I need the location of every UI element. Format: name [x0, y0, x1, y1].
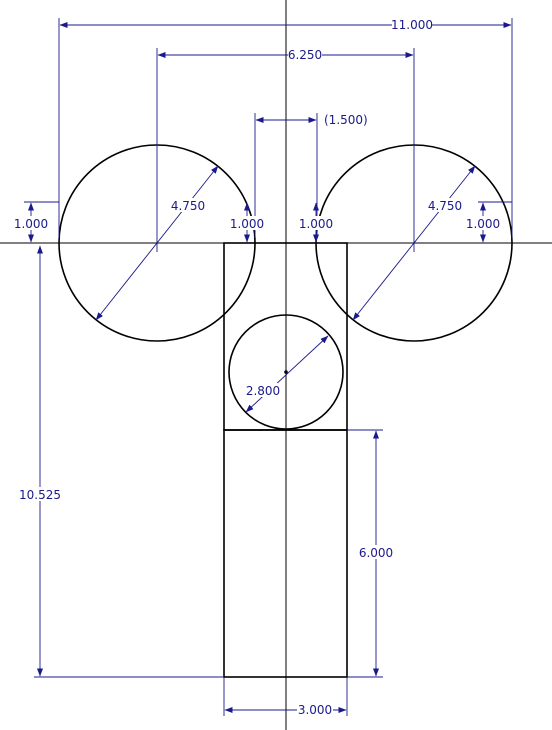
dim-label-inner-right-rise: 1.000 [299, 217, 333, 231]
dim-label-inner-left-rise: 1.000 [230, 217, 264, 231]
dimension-left-circle-rise[interactable]: 1.000 [13, 201, 59, 243]
dim-label-stem-width: 3.000 [298, 703, 332, 717]
dimension-right-circle-rise[interactable]: 1.000 [465, 201, 512, 243]
dimension-overall-height[interactable]: 10.525 [19, 245, 224, 678]
dimension-left-circle-diameter[interactable]: 4.750 [95, 165, 219, 321]
dim-label-circle-spacing: 6.250 [288, 48, 322, 62]
dim-label-overall-height: 10.525 [19, 488, 61, 502]
dimension-overall-width[interactable]: 11.000 [58, 18, 513, 238]
center-circle[interactable] [228, 314, 344, 430]
dim-label-left-rise: 1.000 [14, 217, 48, 231]
dimension-stem-height[interactable]: 6.000 [347, 429, 394, 678]
dim-label-right-rise: 1.000 [466, 217, 500, 231]
dim-label-stem-height: 6.000 [359, 546, 393, 560]
dimension-inner-right-rise[interactable]: 1.000 [298, 202, 334, 243]
stem-block[interactable] [223, 429, 348, 678]
dim-label-center-diameter: 2.800 [246, 384, 280, 398]
dimension-inner-left-rise[interactable]: 1.000 [229, 202, 265, 243]
dimension-right-circle-diameter[interactable]: 4.750 [352, 165, 476, 321]
dim-label-center-offset: (1.500) [324, 113, 368, 127]
dim-label-overall-width: 11.000 [391, 18, 433, 32]
dimension-stem-width[interactable]: 3.000 [223, 677, 348, 717]
dimension-center-circle-diameter[interactable]: 2.800 [245, 335, 329, 413]
dim-label-right-diameter: 4.750 [428, 199, 462, 213]
dim-label-left-diameter: 4.750 [171, 199, 205, 213]
